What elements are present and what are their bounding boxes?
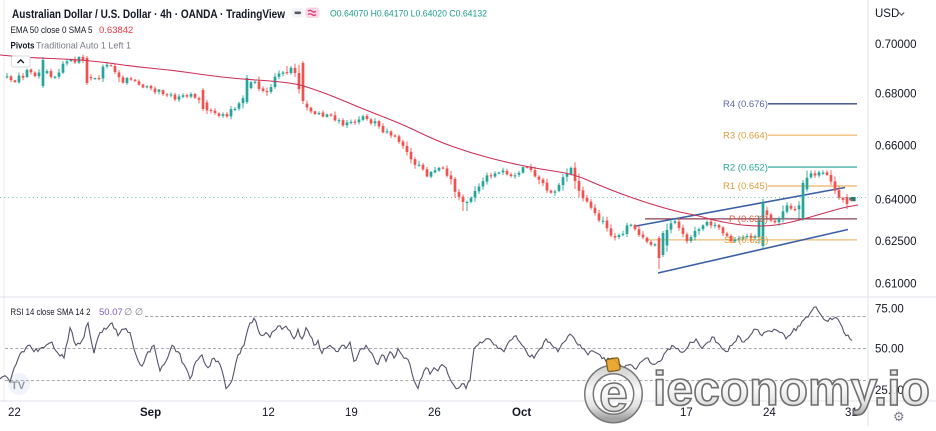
svg-text:R1 (0.645): R1 (0.645)	[723, 181, 768, 192]
svg-text:EMA 50 close 0 SMA 5: EMA 50 close 0 SMA 5	[11, 25, 93, 36]
svg-text:0.63842: 0.63842	[99, 25, 133, 36]
svg-text:75.00: 75.00	[875, 304, 904, 316]
svg-text:0.66000: 0.66000	[875, 141, 917, 153]
svg-text:R3 (0.664): R3 (0.664)	[723, 130, 768, 141]
svg-text:P (0.633): P (0.633)	[729, 214, 768, 225]
svg-text:0.70000: 0.70000	[875, 39, 917, 51]
svg-text:0.61000: 0.61000	[875, 279, 917, 291]
svg-text:TV: TV	[11, 380, 26, 392]
svg-text:Oct: Oct	[512, 407, 531, 419]
svg-text:0.64000: 0.64000	[875, 195, 917, 207]
svg-text:Sep: Sep	[140, 407, 161, 419]
svg-text:0.62500: 0.62500	[875, 236, 917, 248]
svg-text:17: 17	[680, 407, 693, 419]
svg-text:19: 19	[345, 407, 358, 419]
svg-text:⚙: ⚙	[893, 409, 905, 424]
svg-text:O0.64070 H0.64170 L0.64020 C0.: O0.64070 H0.64170 L0.64020 C0.64132	[330, 9, 487, 20]
svg-text:S1 (0.625): S1 (0.625)	[724, 235, 768, 246]
svg-text:12: 12	[262, 407, 275, 419]
svg-text:R4 (0.676): R4 (0.676)	[723, 99, 768, 110]
svg-text:22: 22	[8, 407, 21, 419]
svg-text:Pivots: Pivots	[11, 41, 35, 52]
svg-text:0.68000: 0.68000	[875, 89, 917, 101]
svg-text:USD: USD	[875, 8, 899, 20]
svg-text:ieconomy.io: ieconomy.io	[653, 363, 930, 416]
svg-text:31: 31	[845, 407, 858, 419]
svg-text:Traditional Auto 1 Left 1: Traditional Auto 1 Left 1	[36, 41, 131, 52]
svg-text:26: 26	[428, 407, 441, 419]
svg-text:e: e	[599, 365, 628, 423]
svg-text:24: 24	[763, 407, 776, 419]
svg-text:25.00: 25.00	[875, 385, 904, 397]
svg-text:∅ ∅: ∅ ∅	[124, 307, 143, 318]
svg-text:RSI 14 close SMA 14 2: RSI 14 close SMA 14 2	[11, 307, 91, 318]
svg-text:Australian Dollar / U.S. Dolla: Australian Dollar / U.S. Dollar · 4h · O…	[12, 7, 286, 21]
svg-text:R2 (0.652): R2 (0.652)	[723, 162, 768, 173]
svg-text:50.07: 50.07	[99, 307, 123, 318]
svg-text:50.00: 50.00	[875, 344, 904, 356]
